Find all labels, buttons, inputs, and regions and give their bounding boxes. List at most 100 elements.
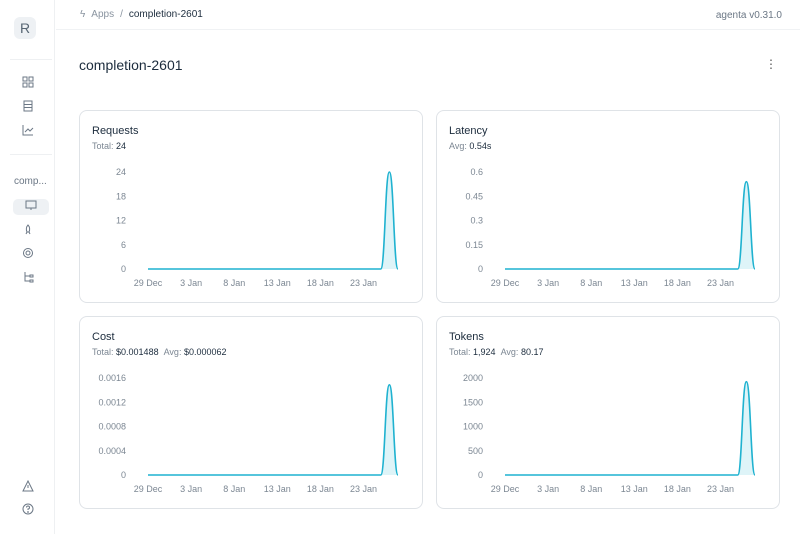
chart-title: Requests — [92, 125, 139, 137]
divider — [10, 154, 52, 155]
series-area — [148, 172, 398, 269]
chart-plot: 0 0.0004 0.0008 0.0012 0.0016 29 Dec 3 Jan 8 Ja… — [98, 373, 399, 494]
database-icon[interactable] — [20, 100, 36, 116]
y-tick-label: 0 — [478, 264, 483, 274]
stat-label: Avg: — [500, 347, 519, 357]
x-tick-label: 18 Jan — [307, 278, 334, 288]
more-options-icon[interactable]: ⋮ — [765, 57, 777, 71]
warning-icon[interactable] — [20, 479, 36, 496]
rocket-icon[interactable] — [20, 224, 36, 240]
stat-label: Total: — [449, 347, 471, 357]
y-tick-label: 0.0016 — [98, 373, 126, 383]
x-tick-label: 13 Jan — [621, 484, 648, 494]
series-area — [505, 181, 755, 269]
y-tick-label: 0.0008 — [98, 422, 126, 432]
y-tick-label: 2000 — [463, 373, 483, 383]
y-tick-label: 0.6 — [470, 167, 483, 177]
x-tick-label: 8 Jan — [223, 484, 245, 494]
y-tick-label: 0.0012 — [98, 397, 126, 407]
x-tick-label: 13 Jan — [264, 278, 291, 288]
workspace-avatar[interactable]: R — [14, 17, 36, 39]
y-tick-label: 0.15 — [465, 240, 483, 250]
x-tick-label: 23 Jan — [707, 484, 734, 494]
chart-card-requests: Requests Total: 24 0 6 12 18 24 29 Dec 3 Jan 8 Ja… — [79, 110, 423, 303]
y-tick-label: 0.45 — [465, 191, 483, 201]
divider — [10, 59, 52, 60]
series-line — [147, 171, 399, 270]
x-tick-label: 29 Dec — [491, 484, 520, 494]
lightning-icon: ϟ — [80, 9, 86, 20]
chart-plot: 0 0.15 0.3 0.45 0.6 29 Dec 3 Jan 8 Jan 13 Jan 18 … — [465, 167, 756, 288]
x-tick-label: 29 Dec — [491, 278, 520, 288]
y-tick-label: 0.0004 — [98, 446, 126, 456]
x-tick-label: 29 Dec — [134, 484, 163, 494]
chart-stats: Total: 24 — [92, 141, 126, 151]
series-area — [148, 384, 398, 475]
chart-card-latency: Latency Avg: 0.54s 0 0.15 0.3 0.45 0.6 29 Dec 3 … — [436, 110, 780, 303]
x-tick-label: 3 Jan — [180, 484, 202, 494]
breadcrumb: ϟ Apps / completion-2601 — [80, 9, 203, 20]
chart-icon[interactable] — [20, 124, 36, 140]
y-tick-label: 1500 — [463, 397, 483, 407]
stat-label: Total: — [92, 141, 114, 151]
x-tick-label: 3 Jan — [537, 278, 559, 288]
chart-stats: Total: 1,924 Avg: 80.17 — [449, 347, 543, 357]
x-tick-label: 3 Jan — [537, 484, 559, 494]
series-area — [505, 381, 755, 475]
x-tick-label: 29 Dec — [134, 278, 163, 288]
y-tick-label: 0 — [121, 470, 126, 480]
x-tick-label: 18 Jan — [664, 278, 691, 288]
y-tick-label: 0.3 — [470, 216, 483, 226]
chart-stats: Avg: 0.54s — [449, 141, 491, 151]
series-line — [504, 180, 756, 270]
x-tick-label: 3 Jan — [180, 278, 202, 288]
stat-value: $0.001488 — [116, 347, 159, 357]
chart-plot: 0 500 1000 1500 2000 29 Dec 3 Jan 8 Jan 13 Jan 18… — [463, 373, 756, 494]
chart-card-cost: Cost Total: $0.001488 Avg: $0.000062 0 0.00… — [79, 316, 423, 509]
y-tick-label: 1000 — [463, 422, 483, 432]
version-label: agenta v0.31.0 — [715, 10, 782, 21]
y-tick-label: 18 — [116, 191, 126, 201]
stat-label: Total: — [92, 347, 114, 357]
x-tick-label: 8 Jan — [223, 278, 245, 288]
x-tick-label: 23 Jan — [350, 278, 377, 288]
series-line — [147, 383, 399, 476]
breadcrumb-current: completion-2601 — [128, 9, 203, 20]
grid-icon[interactable] — [20, 76, 36, 92]
x-tick-label: 18 Jan — [307, 484, 334, 494]
x-tick-label: 13 Jan — [264, 484, 291, 494]
stat-value: 80.17 — [520, 347, 544, 357]
x-tick-label: 23 Jan — [707, 278, 734, 288]
chart-stats: Total: $0.001488 Avg: $0.000062 — [92, 347, 227, 357]
chart-plot: 0 6 12 18 24 29 Dec 3 Jan 8 Jan 13 Jan 18 Jan 23 J… — [116, 167, 399, 288]
series-line — [504, 380, 756, 476]
stat-label: Avg: — [163, 347, 182, 357]
stat-value: $0.000062 — [183, 347, 227, 357]
breadcrumb-apps[interactable]: Apps — [91, 9, 115, 20]
page-title: completion-2601 — [79, 57, 183, 73]
monitor-icon[interactable] — [13, 199, 49, 215]
x-tick-label: 8 Jan — [580, 484, 602, 494]
y-tick-label: 24 — [116, 167, 126, 177]
chart-card-tokens: Tokens Total: 1,924 Avg: 80.17 0 500 1000 150… — [436, 316, 780, 509]
x-tick-label: 18 Jan — [664, 484, 691, 494]
x-tick-label: 23 Jan — [350, 484, 377, 494]
app-label: comp... — [14, 176, 47, 187]
y-tick-label: 0 — [478, 470, 483, 480]
stat-value: 1,924 — [473, 347, 496, 357]
target-icon[interactable] — [20, 247, 36, 263]
y-tick-label: 500 — [468, 446, 483, 456]
top-bar: ϟ Apps / completion-2601 agenta v0.31.0 — [56, 0, 800, 30]
stat-value: 0.54s — [469, 141, 492, 151]
tree-icon[interactable] — [20, 271, 36, 287]
y-tick-label: 0 — [121, 264, 126, 274]
breadcrumb-separator: / — [120, 9, 123, 20]
stat-label: Avg: — [449, 141, 467, 151]
sidebar: R comp... — [0, 0, 55, 534]
chart-title: Tokens — [449, 331, 484, 343]
chart-title: Latency — [449, 125, 488, 137]
help-icon[interactable] — [20, 503, 36, 519]
x-tick-label: 13 Jan — [621, 278, 648, 288]
y-tick-label: 6 — [121, 240, 126, 250]
stat-value: 24 — [116, 141, 127, 151]
